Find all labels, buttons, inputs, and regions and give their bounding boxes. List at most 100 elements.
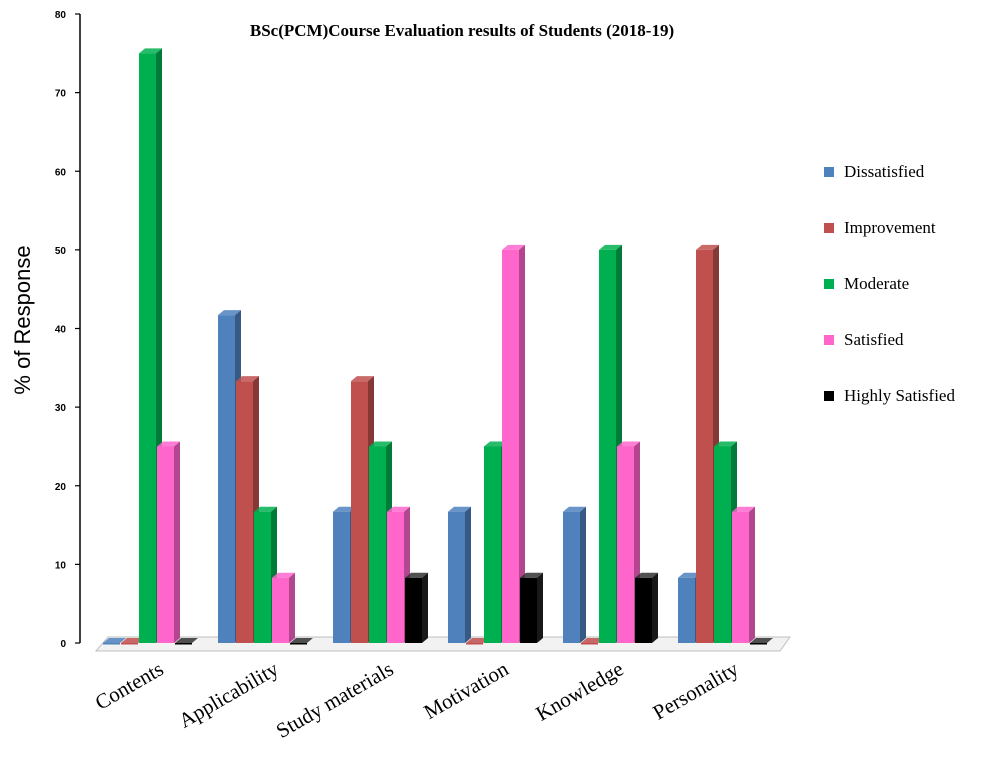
bar-front <box>333 511 350 643</box>
legend-swatch <box>824 335 834 345</box>
bar-top <box>218 310 241 316</box>
y-axis-label: % of Response <box>10 245 35 394</box>
bar-top <box>369 441 392 447</box>
bar <box>290 638 313 645</box>
x-tick-label: Knowledge <box>532 657 628 726</box>
bar-top <box>175 638 198 643</box>
y-tick-label: 60 <box>55 167 67 178</box>
y-tick-label: 0 <box>60 639 66 650</box>
legend-swatch <box>824 167 834 177</box>
bar-side <box>519 244 525 643</box>
y-tick-label: 70 <box>55 89 67 100</box>
bar-front <box>290 643 307 645</box>
bar <box>103 638 126 645</box>
bar-top <box>635 572 658 578</box>
y-tick-label: 20 <box>55 482 67 493</box>
bar <box>520 572 543 643</box>
bar-top <box>290 638 313 643</box>
x-tick-label: Contents <box>91 657 168 715</box>
bar-front <box>635 577 652 643</box>
bar-side <box>289 572 295 643</box>
bar <box>581 638 604 645</box>
bar <box>732 506 755 643</box>
legend-label: Highly Satisfied <box>844 386 955 405</box>
bar-front <box>236 381 253 643</box>
bar-front <box>617 446 634 643</box>
x-tick-label: Applicability <box>175 656 283 732</box>
bar <box>448 506 471 643</box>
bar <box>272 572 295 643</box>
legend-label: Moderate <box>844 274 909 293</box>
y-tick-label: 50 <box>55 246 67 257</box>
bar-top <box>351 376 374 382</box>
bar-front <box>563 511 580 643</box>
bar-top <box>714 441 737 447</box>
bar-top <box>157 441 180 447</box>
bar <box>563 506 586 643</box>
bar-top <box>103 638 126 643</box>
bar-top <box>750 638 773 643</box>
bar-top <box>520 572 543 578</box>
bar-front <box>599 249 616 643</box>
bar-front <box>351 381 368 643</box>
bar-top <box>333 506 356 512</box>
legend: Dissatisfied Improvement Moderate Satisfi… <box>824 162 955 405</box>
bar-side <box>465 506 471 643</box>
bar-top <box>272 572 295 578</box>
y-tick-label: 40 <box>55 325 67 336</box>
chart-title: BSc(PCM)Course Evaluation results of Stu… <box>250 21 674 40</box>
bar-top <box>696 244 719 250</box>
bar-front <box>502 249 519 643</box>
bar-top <box>617 441 640 447</box>
bar-front <box>714 446 731 643</box>
bar-top <box>405 572 428 578</box>
bar-side <box>422 572 428 643</box>
bar <box>121 638 144 645</box>
y-tick-label: 30 <box>55 403 67 414</box>
bar-front <box>732 511 749 643</box>
bar-side <box>174 441 180 643</box>
bar-front <box>175 643 192 645</box>
bar-side <box>580 506 586 643</box>
bar-front <box>157 446 174 643</box>
bar-front <box>750 643 767 645</box>
y-tick-label: 80 <box>55 10 67 21</box>
bar-front <box>272 577 289 643</box>
bar-top <box>732 506 755 512</box>
bar-top <box>254 506 277 512</box>
bar-front <box>369 446 386 643</box>
bar <box>466 638 489 645</box>
legend-swatch <box>824 279 834 289</box>
legend-label: Dissatisfied <box>844 162 925 181</box>
bar-top <box>563 506 586 512</box>
bar-side <box>537 572 543 643</box>
y-tick-label: 10 <box>55 560 67 571</box>
bar <box>635 572 658 643</box>
bar-top <box>502 244 525 250</box>
x-tick-label: Motivation <box>420 656 513 724</box>
bar-top <box>599 244 622 250</box>
bar-top <box>466 638 489 643</box>
bar <box>750 638 773 645</box>
bar-front <box>103 643 120 645</box>
bar-top <box>387 506 410 512</box>
bar-top <box>484 441 507 447</box>
legend-label: Satisfied <box>844 330 904 349</box>
bar-front <box>405 577 422 643</box>
bar-front <box>696 249 713 643</box>
bar-front <box>520 577 537 643</box>
bar-top <box>139 48 162 54</box>
x-tick-label: Study materials <box>272 657 398 743</box>
bar-side <box>749 506 755 643</box>
bar-front <box>139 53 156 643</box>
legend-swatch <box>824 391 834 401</box>
bar-top <box>581 638 604 643</box>
bar <box>502 244 525 643</box>
bar <box>175 638 198 645</box>
bars <box>103 48 773 645</box>
legend-swatch <box>824 223 834 233</box>
bar <box>157 441 180 643</box>
bar-front <box>254 511 271 643</box>
bar-top <box>236 376 259 382</box>
